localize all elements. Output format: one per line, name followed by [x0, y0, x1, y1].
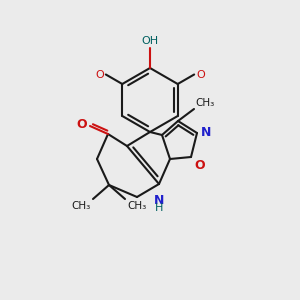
Text: OH: OH [141, 36, 159, 46]
Text: O: O [95, 70, 104, 80]
Text: O: O [194, 159, 205, 172]
Text: CH₃: CH₃ [195, 98, 214, 108]
Text: CH₃: CH₃ [127, 201, 146, 211]
Text: O: O [76, 118, 87, 131]
Text: N: N [154, 194, 164, 207]
Text: H: H [155, 203, 163, 213]
Text: CH₃: CH₃ [72, 201, 91, 211]
Text: N: N [201, 127, 211, 140]
Text: O: O [196, 70, 205, 80]
